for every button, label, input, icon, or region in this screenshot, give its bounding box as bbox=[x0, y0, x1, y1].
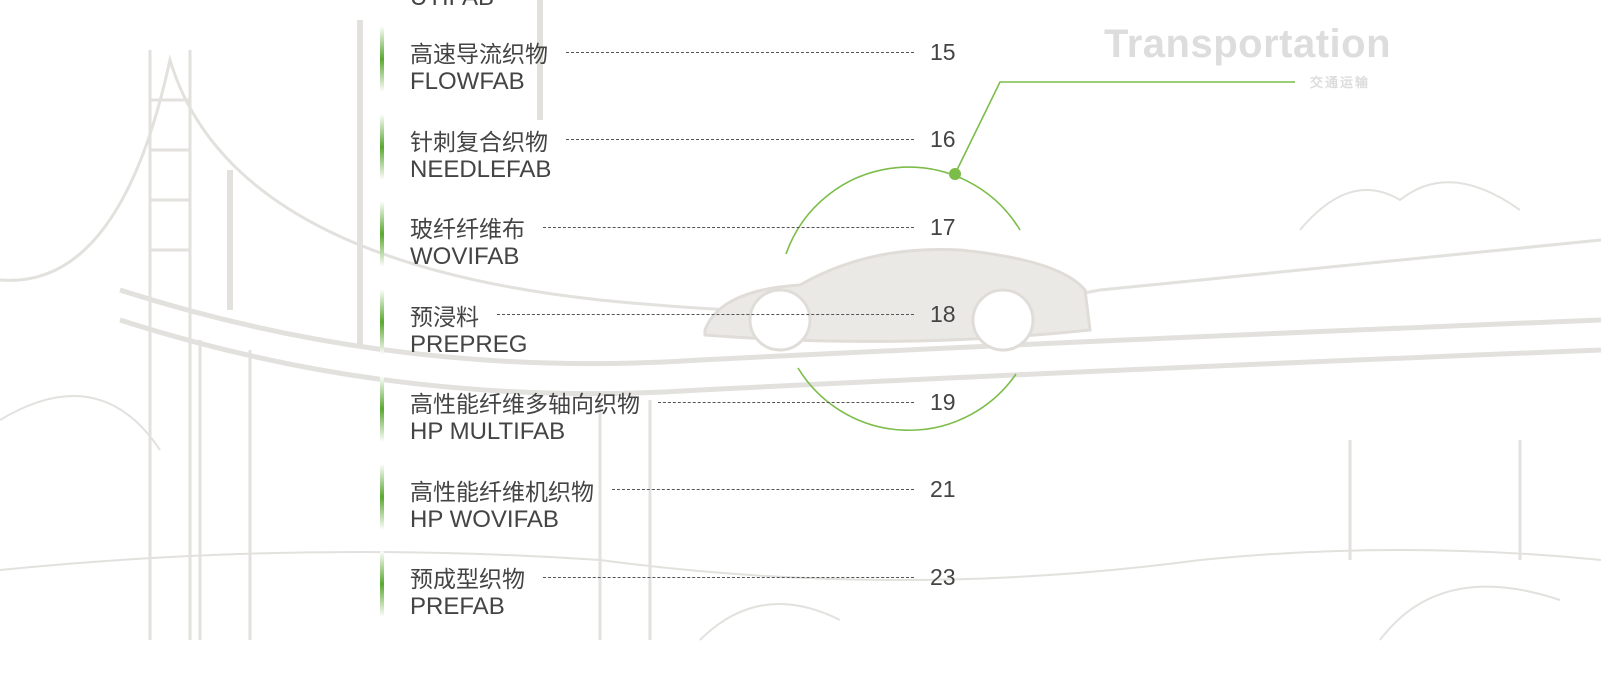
dotted-leader bbox=[658, 402, 914, 403]
entry-row: 高性能纤维多轴向织物 19 bbox=[410, 385, 970, 419]
page-number: 23 bbox=[930, 564, 970, 591]
page-number: 17 bbox=[930, 214, 970, 241]
page: Transportation 交通运输 UTIFAB 高速导流织物15FLOWF… bbox=[0, 0, 1601, 689]
leaf-marker bbox=[380, 201, 384, 267]
page-number: 19 bbox=[930, 389, 970, 416]
leaf-marker bbox=[380, 464, 384, 530]
leaf-marker bbox=[380, 26, 384, 92]
entry-title-cn: 预浸料 bbox=[410, 298, 479, 332]
entry-title-en: FLOWFAB bbox=[410, 68, 525, 96]
entry-title-en: HP MULTIFAB bbox=[410, 418, 565, 446]
entry-title-en: WOVIFAB bbox=[410, 243, 519, 271]
page-number: 16 bbox=[930, 126, 970, 153]
dotted-leader bbox=[543, 227, 914, 228]
car-wheel bbox=[973, 290, 1033, 350]
entry-row: 玻纤纤维布 17 bbox=[410, 210, 970, 244]
bridge-tower bbox=[150, 50, 190, 640]
entry-title-en: NEEDLEFAB bbox=[410, 156, 551, 184]
partial-entry: UTIFAB bbox=[410, 0, 494, 12]
page-number: 15 bbox=[930, 39, 970, 66]
entry-title-cn: 高性能纤维多轴向织物 bbox=[410, 385, 640, 419]
entry-title-cn: 高性能纤维机织物 bbox=[410, 473, 594, 507]
entry-row: 高速导流织物 15 bbox=[410, 35, 970, 69]
entry-title-cn: 预成型织物 bbox=[410, 560, 525, 594]
entry-title-cn: 玻纤纤维布 bbox=[410, 210, 525, 244]
dotted-leader bbox=[566, 52, 914, 53]
entry-title-cn: 针刺复合织物 bbox=[410, 123, 548, 157]
entry-title-en: PREFAB bbox=[410, 593, 505, 621]
dotted-leader bbox=[566, 139, 914, 140]
section-title: Transportation bbox=[1104, 22, 1391, 67]
dotted-leader bbox=[612, 489, 914, 490]
entry-title-cn: 高速导流织物 bbox=[410, 35, 548, 69]
entry-row: 预浸料 18 bbox=[410, 298, 970, 332]
entry-title-en: HP WOVIFAB bbox=[410, 506, 559, 534]
entry-title-en: PREPREG bbox=[410, 331, 527, 359]
leaf-marker bbox=[380, 289, 384, 355]
section-subtitle: 交通运输 bbox=[1310, 72, 1370, 91]
callout-line bbox=[955, 82, 1295, 174]
page-number: 21 bbox=[930, 476, 970, 503]
leaf-marker bbox=[380, 376, 384, 442]
dotted-leader bbox=[497, 314, 914, 315]
entry-row: 高性能纤维机织物 21 bbox=[410, 473, 970, 507]
entry-row: 针刺复合织物 16 bbox=[410, 123, 970, 157]
page-number: 18 bbox=[930, 301, 970, 328]
leaf-marker bbox=[380, 551, 384, 617]
entry-row: 预成型织物 23 bbox=[410, 560, 970, 594]
dotted-leader bbox=[543, 577, 914, 578]
leaf-marker bbox=[380, 114, 384, 180]
